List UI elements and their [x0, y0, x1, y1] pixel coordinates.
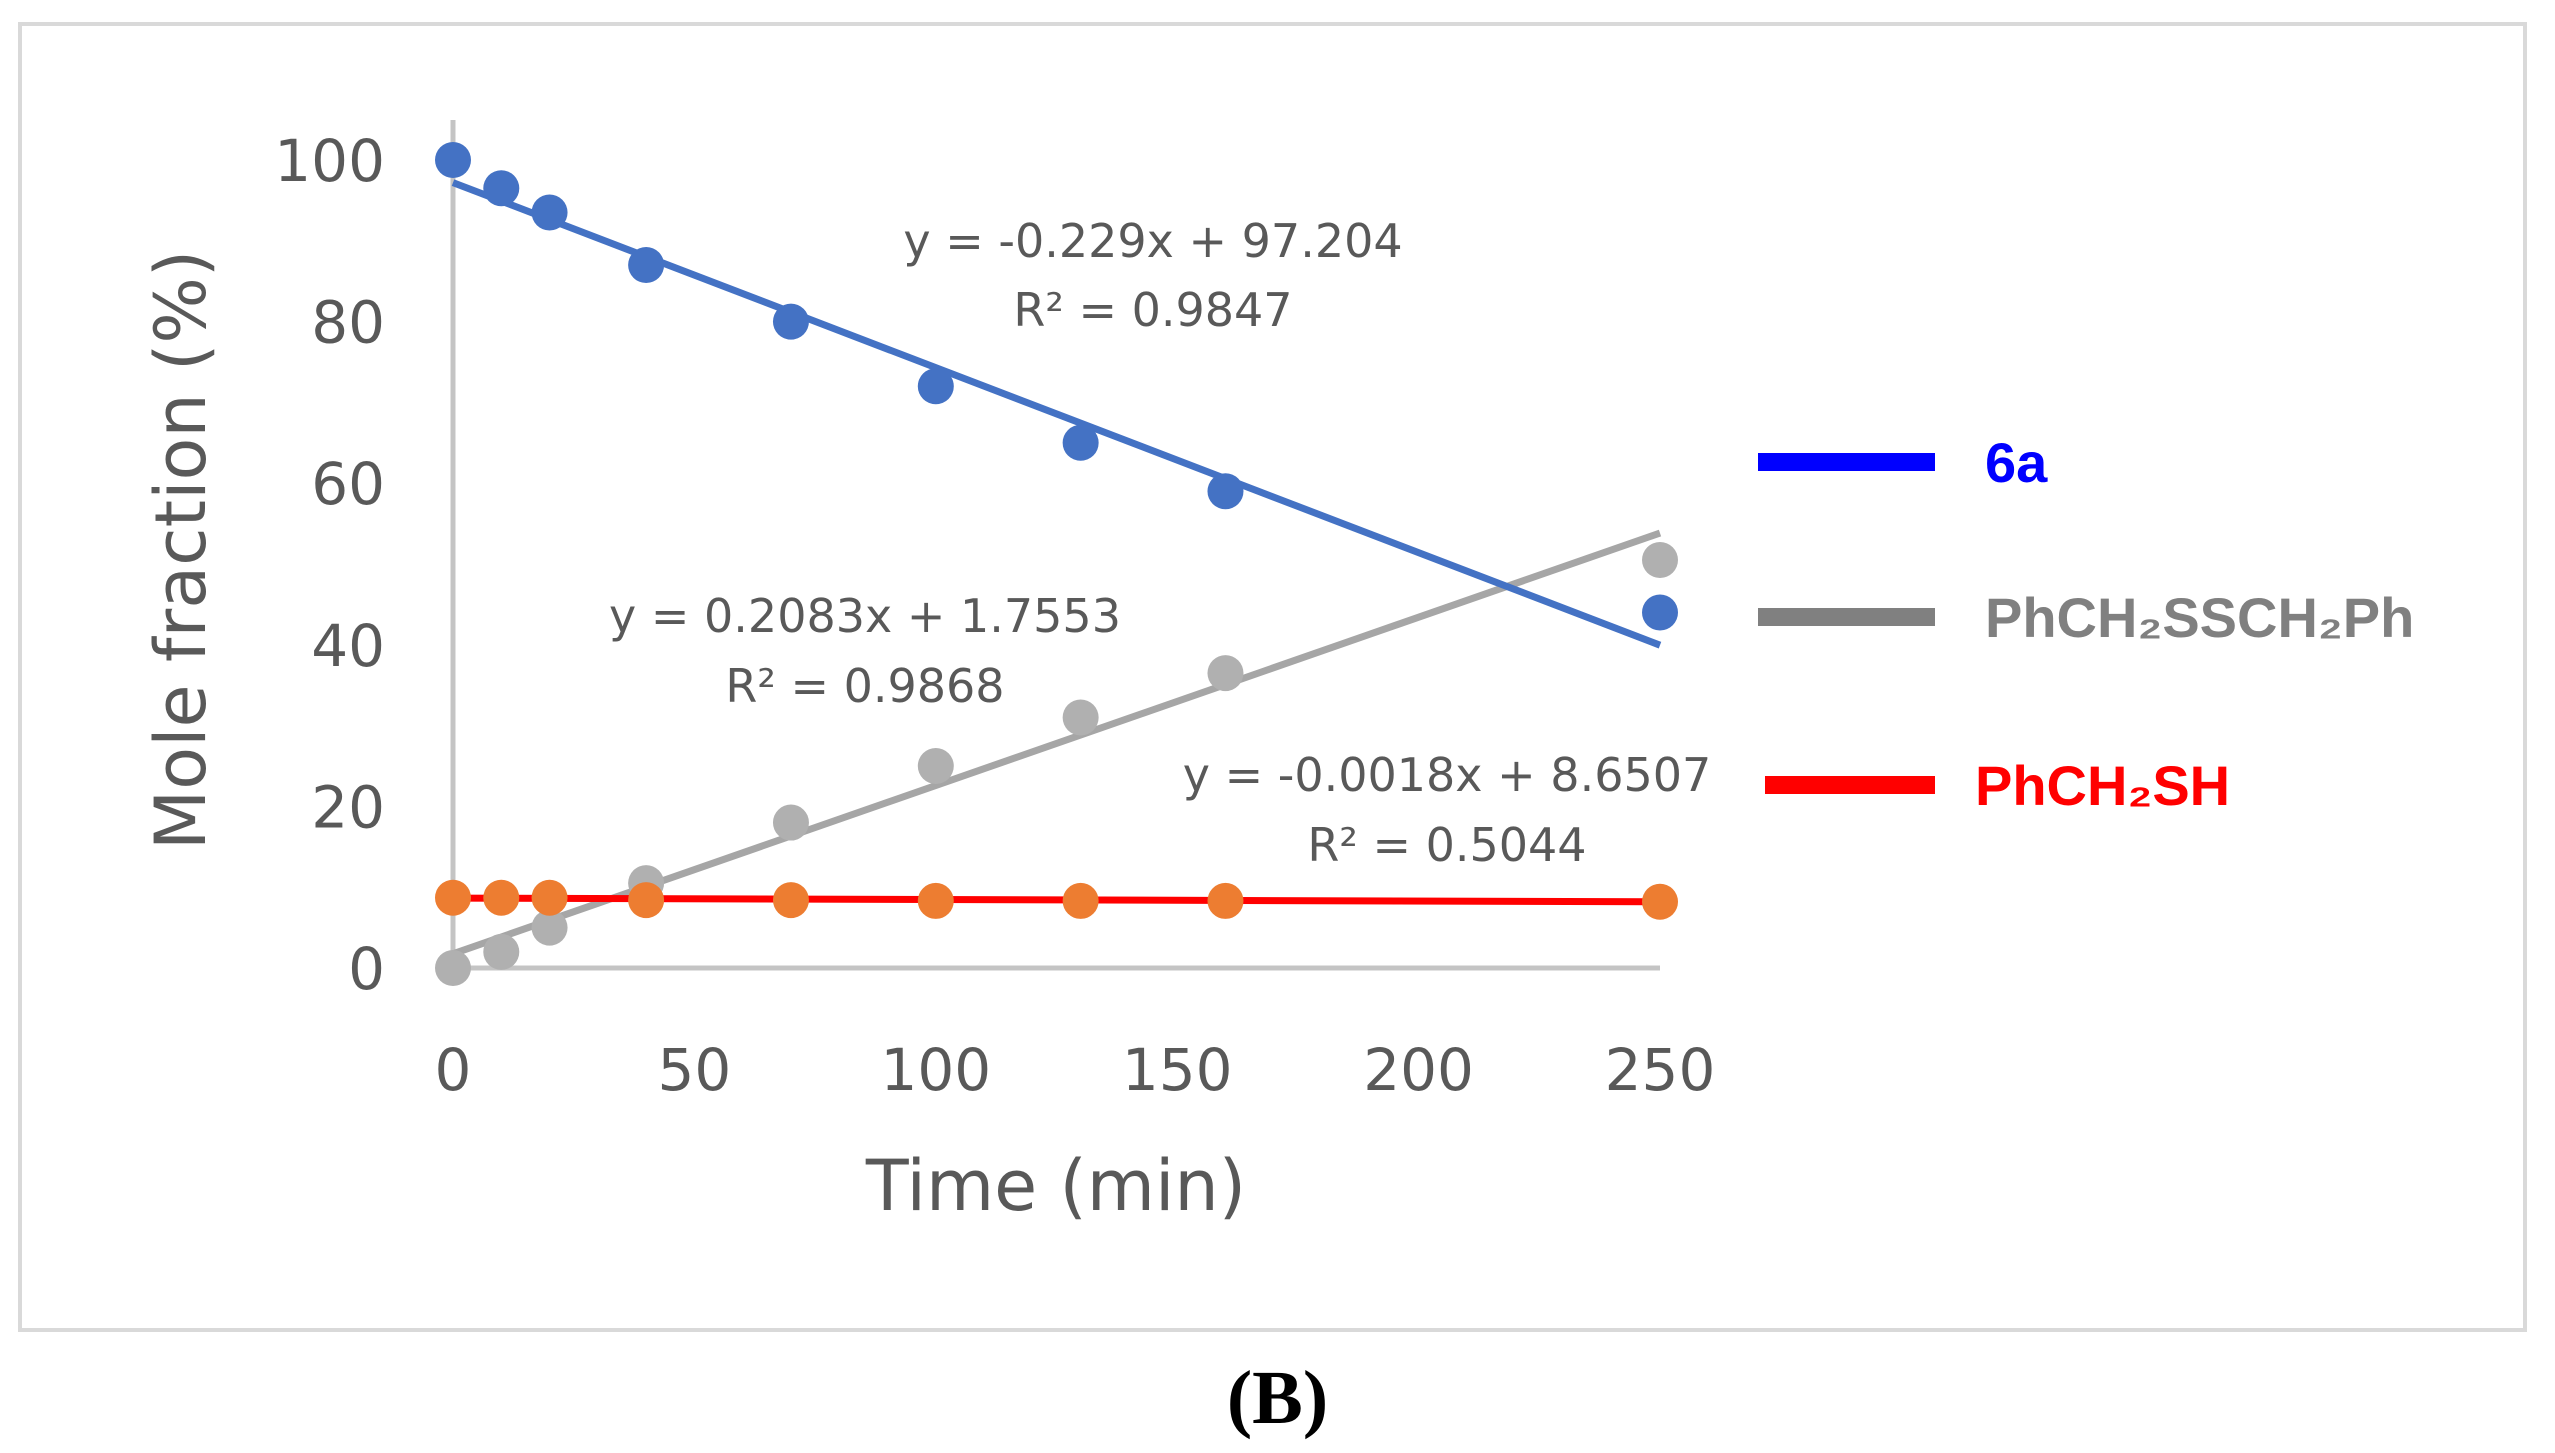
- legend-label-thiol: PhCH₂SH: [1975, 754, 2230, 817]
- data-point-PhCH2SSCH2Ph: [1642, 541, 1678, 578]
- x-axis-title: Time (min): [865, 1145, 1246, 1227]
- x-tick-label: 150: [1122, 1036, 1233, 1104]
- data-point-6a: [1207, 473, 1244, 510]
- data-points: [435, 142, 1678, 986]
- data-point-PhCH2SSCH2Ph: [531, 909, 568, 946]
- eq-6a: y = -0.229x + 97.204: [903, 214, 1402, 268]
- data-point-6a: [1642, 594, 1678, 631]
- eq-thiol: y = -0.0018x + 8.6507: [1183, 748, 1712, 802]
- data-point-PhCH2SSCH2Ph: [435, 950, 471, 986]
- data-point-PhCH2SSCH2Ph: [1062, 699, 1099, 736]
- chart-frame: [18, 22, 2527, 1332]
- y-tick-label: 40: [311, 612, 385, 680]
- data-point-PhCH2SSCH2Ph: [772, 804, 809, 841]
- y-tick-labels: 0 20 40 60 80 100: [274, 127, 385, 1003]
- legend: 6a PhCH₂SSCH₂Ph PhCH₂SH: [1758, 431, 2414, 817]
- y-tick-label: 80: [311, 289, 385, 357]
- y-tick-label: 0: [348, 935, 385, 1003]
- data-point-PhCH2SH: [531, 879, 568, 916]
- eq-disulfide: y = 0.2083x + 1.7553: [609, 589, 1121, 643]
- data-point-PhCH2SH: [772, 882, 809, 919]
- data-point-6a: [772, 303, 809, 340]
- data-point-PhCH2SSCH2Ph: [483, 933, 520, 970]
- r2-disulfide: R² = 0.9868: [725, 659, 1004, 713]
- y-axis-title: Mole fraction (%): [140, 250, 222, 850]
- x-tick-label: 250: [1605, 1036, 1716, 1104]
- x-tick-labels: 0 50 100 150 200 250: [435, 1036, 1716, 1104]
- data-point-PhCH2SSCH2Ph: [917, 748, 954, 784]
- data-point-PhCH2SSCH2Ph: [1207, 655, 1244, 692]
- x-tick-label: 100: [880, 1036, 991, 1104]
- legend-label-disulfide: PhCH₂SSCH₂Ph: [1985, 586, 2414, 649]
- x-tick-label: 200: [1363, 1036, 1474, 1104]
- data-point-PhCH2SH: [1207, 882, 1244, 919]
- r2-6a: R² = 0.9847: [1013, 283, 1292, 337]
- data-point-PhCH2SH: [483, 879, 520, 916]
- y-tick-label: 100: [274, 127, 385, 195]
- legend-label-6a: 6a: [1985, 431, 2048, 494]
- data-point-PhCH2SH: [1642, 883, 1678, 920]
- y-tick-label: 20: [311, 773, 385, 841]
- data-point-6a: [483, 170, 520, 207]
- data-point-PhCH2SH: [917, 882, 954, 919]
- data-point-PhCH2SH: [628, 882, 665, 919]
- data-point-PhCH2SH: [435, 879, 471, 916]
- data-point-6a: [435, 142, 471, 178]
- panel-label: (B): [1226, 1356, 1329, 1440]
- data-point-6a: [917, 368, 954, 405]
- r2-thiol: R² = 0.5044: [1307, 818, 1586, 872]
- axes: [450, 120, 1660, 971]
- data-point-6a: [1062, 424, 1099, 461]
- data-point-PhCH2SH: [1062, 882, 1099, 919]
- y-tick-label: 60: [311, 450, 385, 518]
- data-point-6a: [531, 194, 568, 231]
- data-point-6a: [628, 247, 665, 284]
- x-tick-label: 50: [657, 1036, 731, 1104]
- x-tick-label: 0: [435, 1036, 472, 1104]
